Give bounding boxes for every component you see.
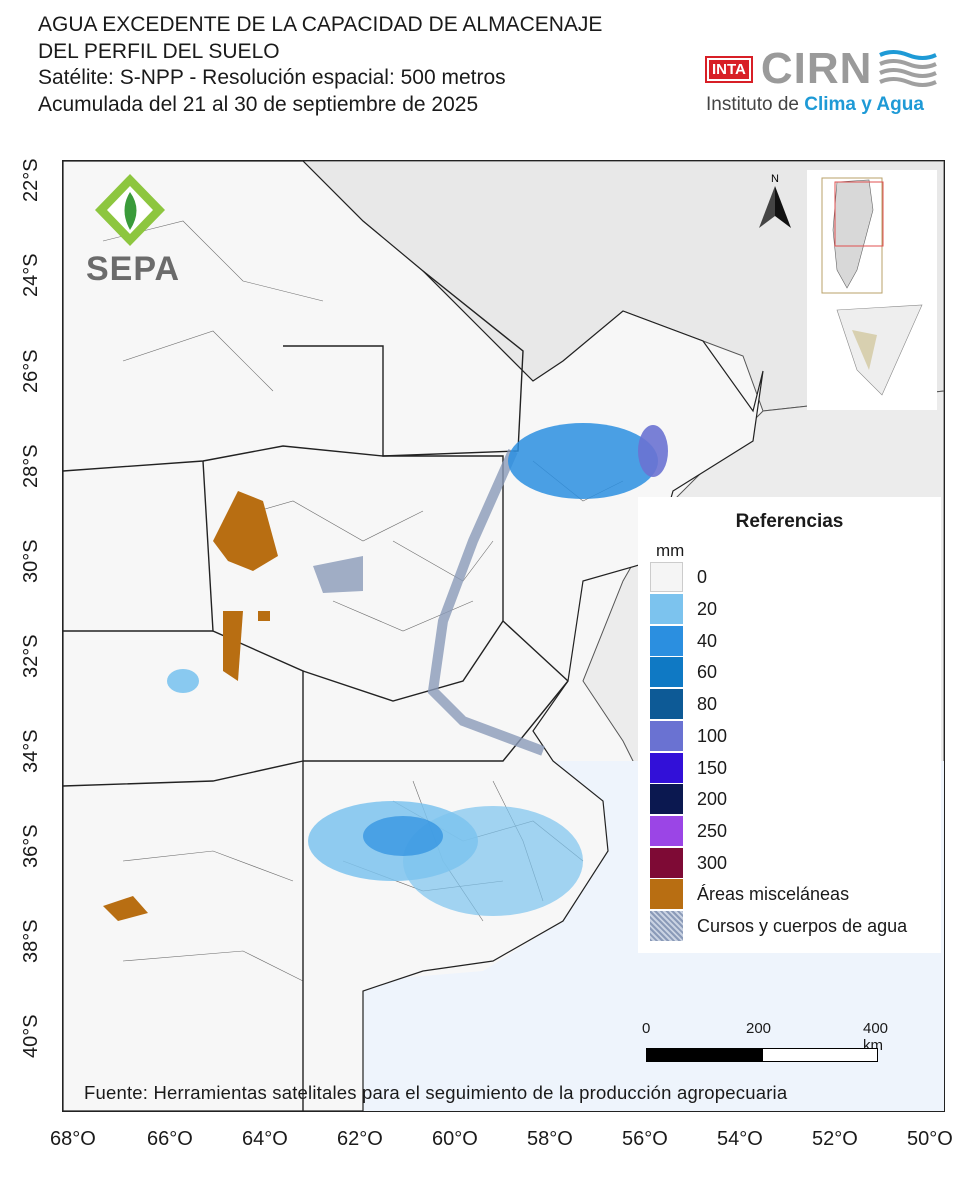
legend-swatch [650,721,683,751]
title-line-1: AGUA EXCEDENTE DE LA CAPACIDAD DE ALMACE… [38,13,603,36]
locator-inset [807,170,937,410]
lon-label: 64°O [242,1128,288,1150]
title-line-3: Satélite: S-NPP - Resolución espacial: 5… [38,66,506,89]
map-title-block: AGUA EXCEDENTE DE LA CAPACIDAD DE ALMACE… [38,12,602,118]
lon-label: 62°O [337,1128,383,1150]
legend-label: Áreas misceláneas [697,883,850,904]
lon-label: 60°O [432,1128,478,1150]
legend-item: Cursos y cuerpos de agua [650,911,907,941]
lon-label: 56°O [622,1128,668,1150]
lon-label: 58°O [527,1128,573,1150]
legend-swatch [650,689,683,719]
cirn-logo-text: CIRN [760,44,873,93]
province-borders [63,270,569,1111]
lon-label: 50°O [907,1128,953,1150]
north-arrow-icon: N [759,173,791,228]
legend-item: 200 [650,784,727,814]
legend-swatch [650,657,683,687]
excess-water-misiones-purple [638,425,668,477]
legend-label: 80 [697,693,718,714]
cirn-subtitle-prefix: Instituto de [706,94,805,115]
legend-label: 40 [697,630,718,651]
legend-item: 0 [650,562,707,592]
excess-water-corrientes-misiones [508,423,658,499]
sepa-logo-text: SEPA [86,250,181,288]
legend-label: 250 [697,820,728,841]
title-line-4: Acumulada del 21 al 30 de septiembre de … [38,92,479,116]
legend-swatch [650,784,683,814]
inta-logo: INTA [705,55,753,83]
legend-label: Cursos y cuerpos de agua [697,915,908,936]
sepa-leaf-icon [95,174,165,246]
locator-map [821,177,923,396]
legend-label: 100 [697,725,728,746]
legend-swatch [650,753,683,783]
legend-item: 250 [650,816,727,846]
inta-cirn-logo: INTA CIRN [705,44,938,94]
legend-swatch [650,562,683,592]
scale-segment-dark [646,1048,764,1062]
lat-label: 32°S [20,634,42,678]
lat-label: 34°S [20,729,42,773]
lat-label: 40°S [20,1014,42,1058]
lat-label: 28°S [20,444,42,488]
legend-item: 60 [650,657,717,687]
legend-item: 40 [650,626,717,656]
north-label: N [771,173,779,185]
excess-water-san-luis [167,669,199,693]
scale-bar: 0 200 400 km [642,1020,888,1070]
legend-item: 100 [650,721,727,751]
lat-label: 26°S [20,349,42,393]
map-canvas [63,161,944,1111]
scale-label: 0 [642,1020,651,1037]
legend-swatch [650,816,683,846]
legend-label: 300 [697,852,728,873]
legend-item: 20 [650,594,717,624]
scale-label: 200 [746,1020,772,1037]
legend-unit: mm [656,541,685,560]
legend-panel: Referencias mm 0 20 40 60 80 100 150 200 250 300 Á… [638,497,941,953]
legend-label: 20 [697,598,718,619]
cirn-subtitle-highlight: Clima y Agua [804,94,924,115]
lat-label: 22°S [20,158,42,202]
water-course-parana [427,448,545,756]
scale-segment-light [762,1048,878,1062]
legend-label: 60 [697,661,718,682]
lon-label: 54°O [717,1128,763,1150]
lon-label: 68°O [50,1128,96,1150]
lat-label: 24°S [20,253,42,297]
legend-label: 150 [697,757,728,778]
miscellaneous-areas [103,491,278,921]
legend-item: 150 [650,753,727,783]
water-waves-icon [879,50,938,87]
title-line-2: DEL PERFIL DEL SUELO [38,39,280,63]
lat-label: 38°S [20,919,42,963]
lat-label: 30°S [20,539,42,583]
water-body-mar-chiquita [313,556,363,593]
legend-swatch [650,848,683,878]
excess-water-buenos-aires-center [403,806,583,916]
legend-item: Áreas misceláneas [650,879,849,909]
lon-label: 66°O [147,1128,193,1150]
legend-item: 80 [650,689,717,719]
lat-label: 36°S [20,824,42,868]
legend-swatch [650,594,683,624]
legend-swatch [650,879,683,909]
legend-title: Referencias [735,511,844,532]
lon-label: 52°O [812,1128,858,1150]
legend-item: 300 [650,848,727,878]
legend-label: 0 [697,566,708,587]
source-text: Fuente: Herramientas satelitales para el… [84,1082,788,1103]
excess-water-buenos-aires-core [363,816,443,856]
legend-label: 200 [697,788,728,809]
cirn-subtitle: Instituto de Clima y Agua [706,94,924,116]
legend-swatch [650,911,683,941]
legend-swatch [650,626,683,656]
